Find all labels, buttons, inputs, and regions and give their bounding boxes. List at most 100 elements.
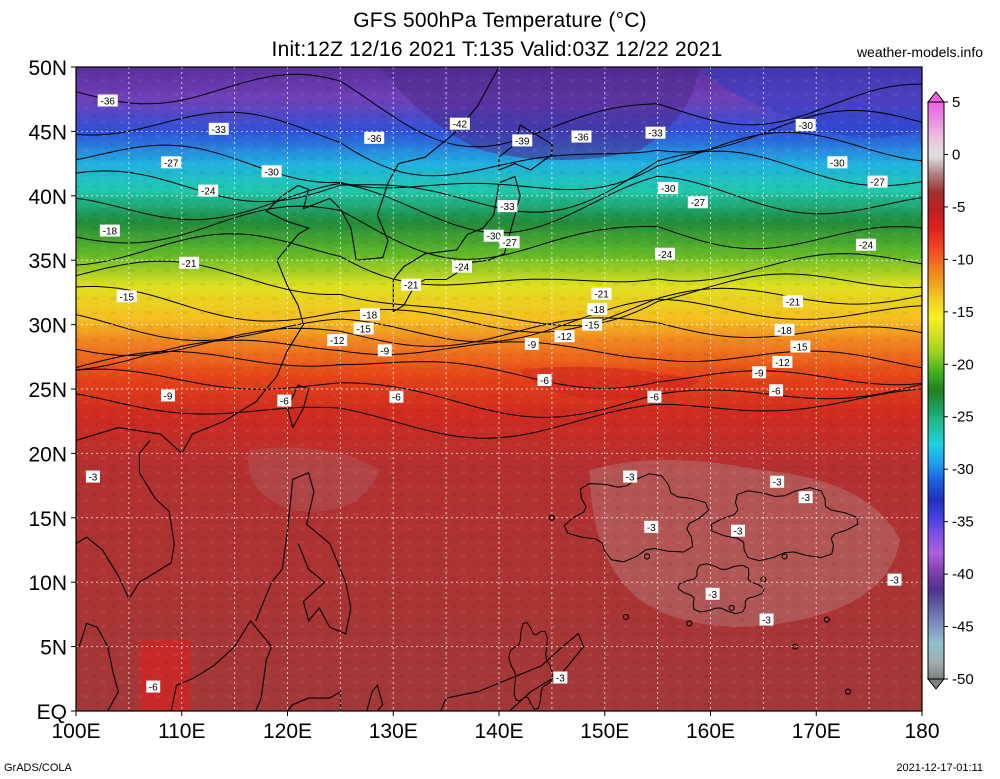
svg-text:-42: -42 xyxy=(453,120,468,131)
colorbar-min-arrow xyxy=(926,678,946,690)
svg-text:-6: -6 xyxy=(772,386,781,397)
lat-tick-label: 5N xyxy=(40,637,67,660)
svg-text:-3: -3 xyxy=(762,616,771,627)
lon-tick-label: 100E xyxy=(51,720,100,743)
contour-label: -6 xyxy=(146,680,161,694)
contour-label: -33 xyxy=(645,126,666,140)
contour-label: -3 xyxy=(759,613,774,627)
svg-text:-18: -18 xyxy=(777,326,792,337)
contour-label: -3 xyxy=(887,573,902,587)
svg-text:-30: -30 xyxy=(798,121,813,132)
map-axes: 100E 110E 120E 130E 140E 150E 160E 170E 180 EQ 5N 1… xyxy=(28,57,939,743)
site-credit: weather-models.info xyxy=(856,44,983,60)
svg-text:-6: -6 xyxy=(149,683,158,694)
contour-label: -3 xyxy=(553,671,568,685)
lat-tick-label: 40N xyxy=(28,186,67,209)
colorbar-max-arrow xyxy=(926,91,946,103)
svg-text:-12: -12 xyxy=(775,358,790,369)
contour-label: -9 xyxy=(161,389,176,402)
lat-tick-label: 25N xyxy=(28,379,67,402)
contour-label: -24 xyxy=(655,247,676,261)
colorbar-label: 5 xyxy=(952,94,960,111)
svg-text:-12: -12 xyxy=(330,336,345,347)
lat-tick-label: 20N xyxy=(28,443,67,466)
svg-text:-27: -27 xyxy=(164,158,179,169)
colorbar-label: -30 xyxy=(952,461,974,478)
contour-label: -39 xyxy=(512,134,533,147)
lon-tick-label: 150E xyxy=(580,720,629,743)
contour-label: -21 xyxy=(179,256,200,270)
svg-text:-3: -3 xyxy=(647,523,656,534)
contour-labels: -36-33-36-42-39 -36 -33-30-30-27-30-24 -30-… xyxy=(85,94,902,694)
svg-text:-30: -30 xyxy=(264,167,279,178)
contour-label: -33 xyxy=(497,200,518,213)
contour-label: -6 xyxy=(389,390,404,404)
svg-text:-9: -9 xyxy=(164,391,173,402)
svg-text:-3: -3 xyxy=(708,590,717,601)
contour-label: -15 xyxy=(582,318,603,332)
svg-text:-30: -30 xyxy=(661,184,676,195)
lon-tick-label: 180 xyxy=(904,720,939,743)
svg-text:-39: -39 xyxy=(515,136,530,147)
contour-label: -18 xyxy=(99,224,120,238)
svg-text:-24: -24 xyxy=(658,250,673,261)
colorbar-label: -5 xyxy=(952,199,965,216)
svg-text:-3: -3 xyxy=(734,527,743,538)
svg-text:-30: -30 xyxy=(830,158,845,169)
svg-text:-6: -6 xyxy=(540,376,549,387)
contour-label: -6 xyxy=(647,390,662,404)
contour-label: -3 xyxy=(730,524,745,538)
svg-text:-12: -12 xyxy=(557,332,572,343)
lon-tick-label: 110E xyxy=(158,720,206,743)
svg-text:-36: -36 xyxy=(100,96,115,107)
contour-label: -21 xyxy=(401,278,422,292)
svg-text:-18: -18 xyxy=(590,305,605,316)
chart-title: GFS 500hPa Temperature (°C) xyxy=(353,9,647,32)
contour-label: -12 xyxy=(327,334,348,347)
svg-text:-24: -24 xyxy=(201,187,216,198)
contour-label: -24 xyxy=(855,238,876,252)
lon-tick-label: 160E xyxy=(686,720,735,743)
contour-label: -27 xyxy=(161,156,182,169)
lat-tick-label: 45N xyxy=(28,121,67,144)
svg-text:-27: -27 xyxy=(870,178,885,189)
lat-tick-label: EQ xyxy=(37,701,67,724)
svg-text:-21: -21 xyxy=(594,290,609,301)
svg-text:-36: -36 xyxy=(367,134,382,145)
svg-text:-24: -24 xyxy=(859,241,874,252)
svg-text:-15: -15 xyxy=(120,292,135,303)
svg-text:-27: -27 xyxy=(691,198,706,209)
contour-label: -3 xyxy=(798,491,813,504)
contour-label: -3 xyxy=(644,520,659,534)
colorbar-label: -25 xyxy=(952,409,974,426)
svg-text:-3: -3 xyxy=(626,473,635,484)
colorbar-label: -35 xyxy=(952,514,974,531)
contour-label: -3 xyxy=(85,470,100,484)
contour-label: -15 xyxy=(116,290,137,303)
contour-label: -30 xyxy=(483,229,504,243)
svg-text:-24: -24 xyxy=(455,263,470,274)
footer-timestamp: 2021-12-17-01:11 xyxy=(896,762,983,774)
contour-label: -36 xyxy=(97,94,118,107)
contour-label: -27 xyxy=(499,236,520,249)
svg-text:-30: -30 xyxy=(486,232,501,243)
svg-text:-21: -21 xyxy=(404,281,419,292)
svg-text:-3: -3 xyxy=(890,576,899,587)
contour-label: -21 xyxy=(591,287,612,301)
contour-label: -30 xyxy=(261,165,282,178)
contour-label: -6 xyxy=(537,373,552,387)
contour-label: -18 xyxy=(587,303,608,316)
svg-text:-21: -21 xyxy=(182,259,197,270)
contour-label: -24 xyxy=(198,184,219,198)
svg-text:-36: -36 xyxy=(574,133,589,144)
footer-software: GrADS/COLA xyxy=(4,762,72,774)
colorbar-label: -50 xyxy=(952,671,974,688)
contour-label: -30 xyxy=(658,182,679,195)
contour-label: -9 xyxy=(524,337,539,351)
svg-text:-9: -9 xyxy=(380,346,389,357)
contour-label: -18 xyxy=(359,308,380,321)
svg-text:-18: -18 xyxy=(363,310,378,321)
lon-tick-label: 170E xyxy=(792,720,841,743)
contour-label: -18 xyxy=(774,323,795,337)
contour-label: -21 xyxy=(782,295,803,308)
